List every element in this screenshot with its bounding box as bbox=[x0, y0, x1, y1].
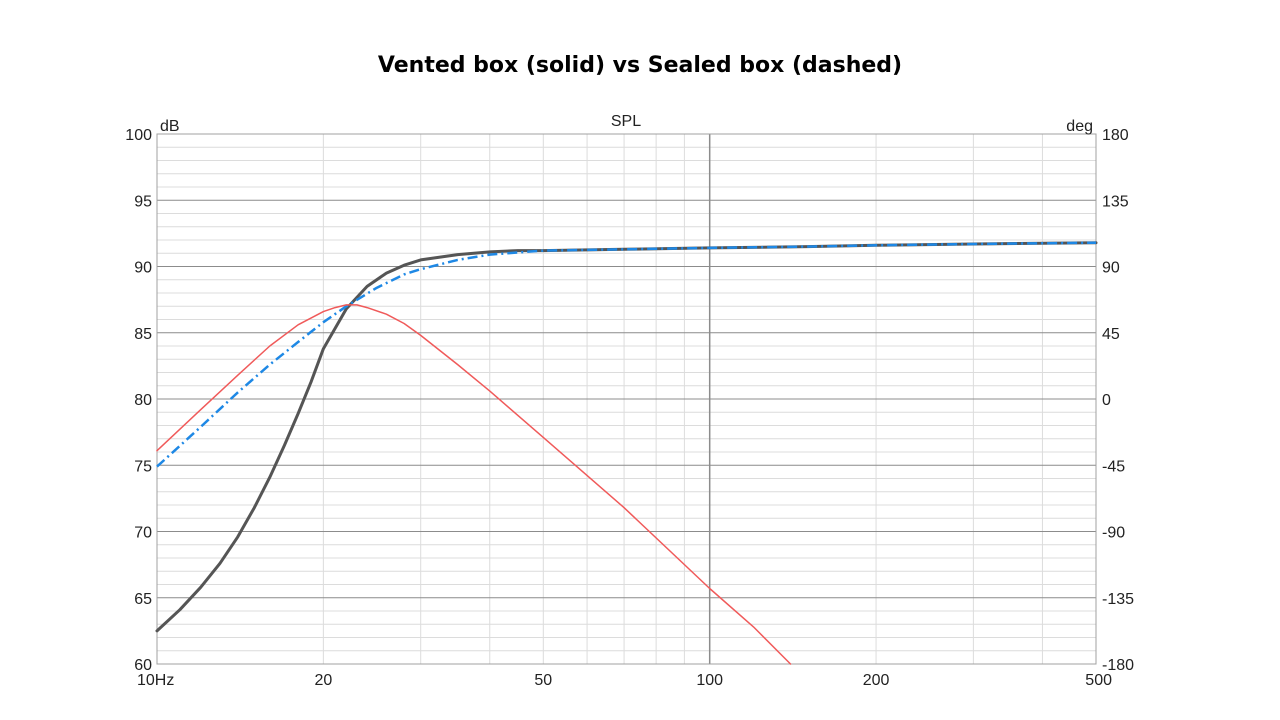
y-right-tick-label: 135 bbox=[1102, 193, 1129, 210]
y-right-tick-label: 0 bbox=[1102, 392, 1111, 409]
x-tick-label: 20 bbox=[314, 672, 332, 689]
y-tick-label: 85 bbox=[134, 326, 152, 343]
series-layer bbox=[155, 241, 1098, 665]
y-right-tick-label: 45 bbox=[1102, 326, 1120, 343]
left-axis-ticks: 100 95 90 85 80 75 70 65 60 bbox=[125, 127, 152, 674]
y-right-tick-label: -90 bbox=[1102, 525, 1125, 542]
y-tick-label: 80 bbox=[134, 392, 152, 409]
y-right-tick-label: -45 bbox=[1102, 458, 1125, 475]
x-tick-label: 10Hz bbox=[137, 672, 174, 689]
right-axis-ticks: 180 135 90 45 0 -45 -90 -135 -180 bbox=[1102, 127, 1134, 674]
left-axis-unit: dB bbox=[160, 118, 180, 135]
x-tick-label: 50 bbox=[534, 672, 552, 689]
x-tick-label: 500 bbox=[1085, 672, 1112, 689]
y-tick-label: 95 bbox=[134, 193, 152, 210]
y-right-tick-label: 90 bbox=[1102, 260, 1120, 277]
y-tick-label: 75 bbox=[134, 458, 152, 475]
x-tick-label: 200 bbox=[863, 672, 890, 689]
plot-title: SPL bbox=[611, 113, 641, 130]
series-line-2 bbox=[156, 304, 792, 665]
series-line-0 bbox=[155, 241, 1098, 633]
y-right-tick-label: 180 bbox=[1102, 127, 1129, 144]
y-right-tick-label: -180 bbox=[1102, 657, 1134, 674]
right-axis-unit: deg bbox=[1066, 118, 1093, 135]
y-tick-label: 90 bbox=[134, 260, 152, 277]
y-tick-label: 100 bbox=[125, 127, 152, 144]
series-line-1 bbox=[156, 241, 1097, 468]
page-title: Vented box (solid) vs Sealed box (dashed… bbox=[377, 53, 903, 78]
y-right-tick-label: -135 bbox=[1102, 591, 1134, 608]
y-tick-label: 70 bbox=[134, 525, 152, 542]
x-tick-label: 100 bbox=[696, 672, 723, 689]
y-tick-label: 60 bbox=[134, 657, 152, 674]
y-tick-label: 65 bbox=[134, 591, 152, 608]
plot-frame bbox=[156, 133, 1097, 665]
bottom-axis-ticks: 10Hz 20 50 100 200 500 bbox=[137, 672, 1112, 689]
